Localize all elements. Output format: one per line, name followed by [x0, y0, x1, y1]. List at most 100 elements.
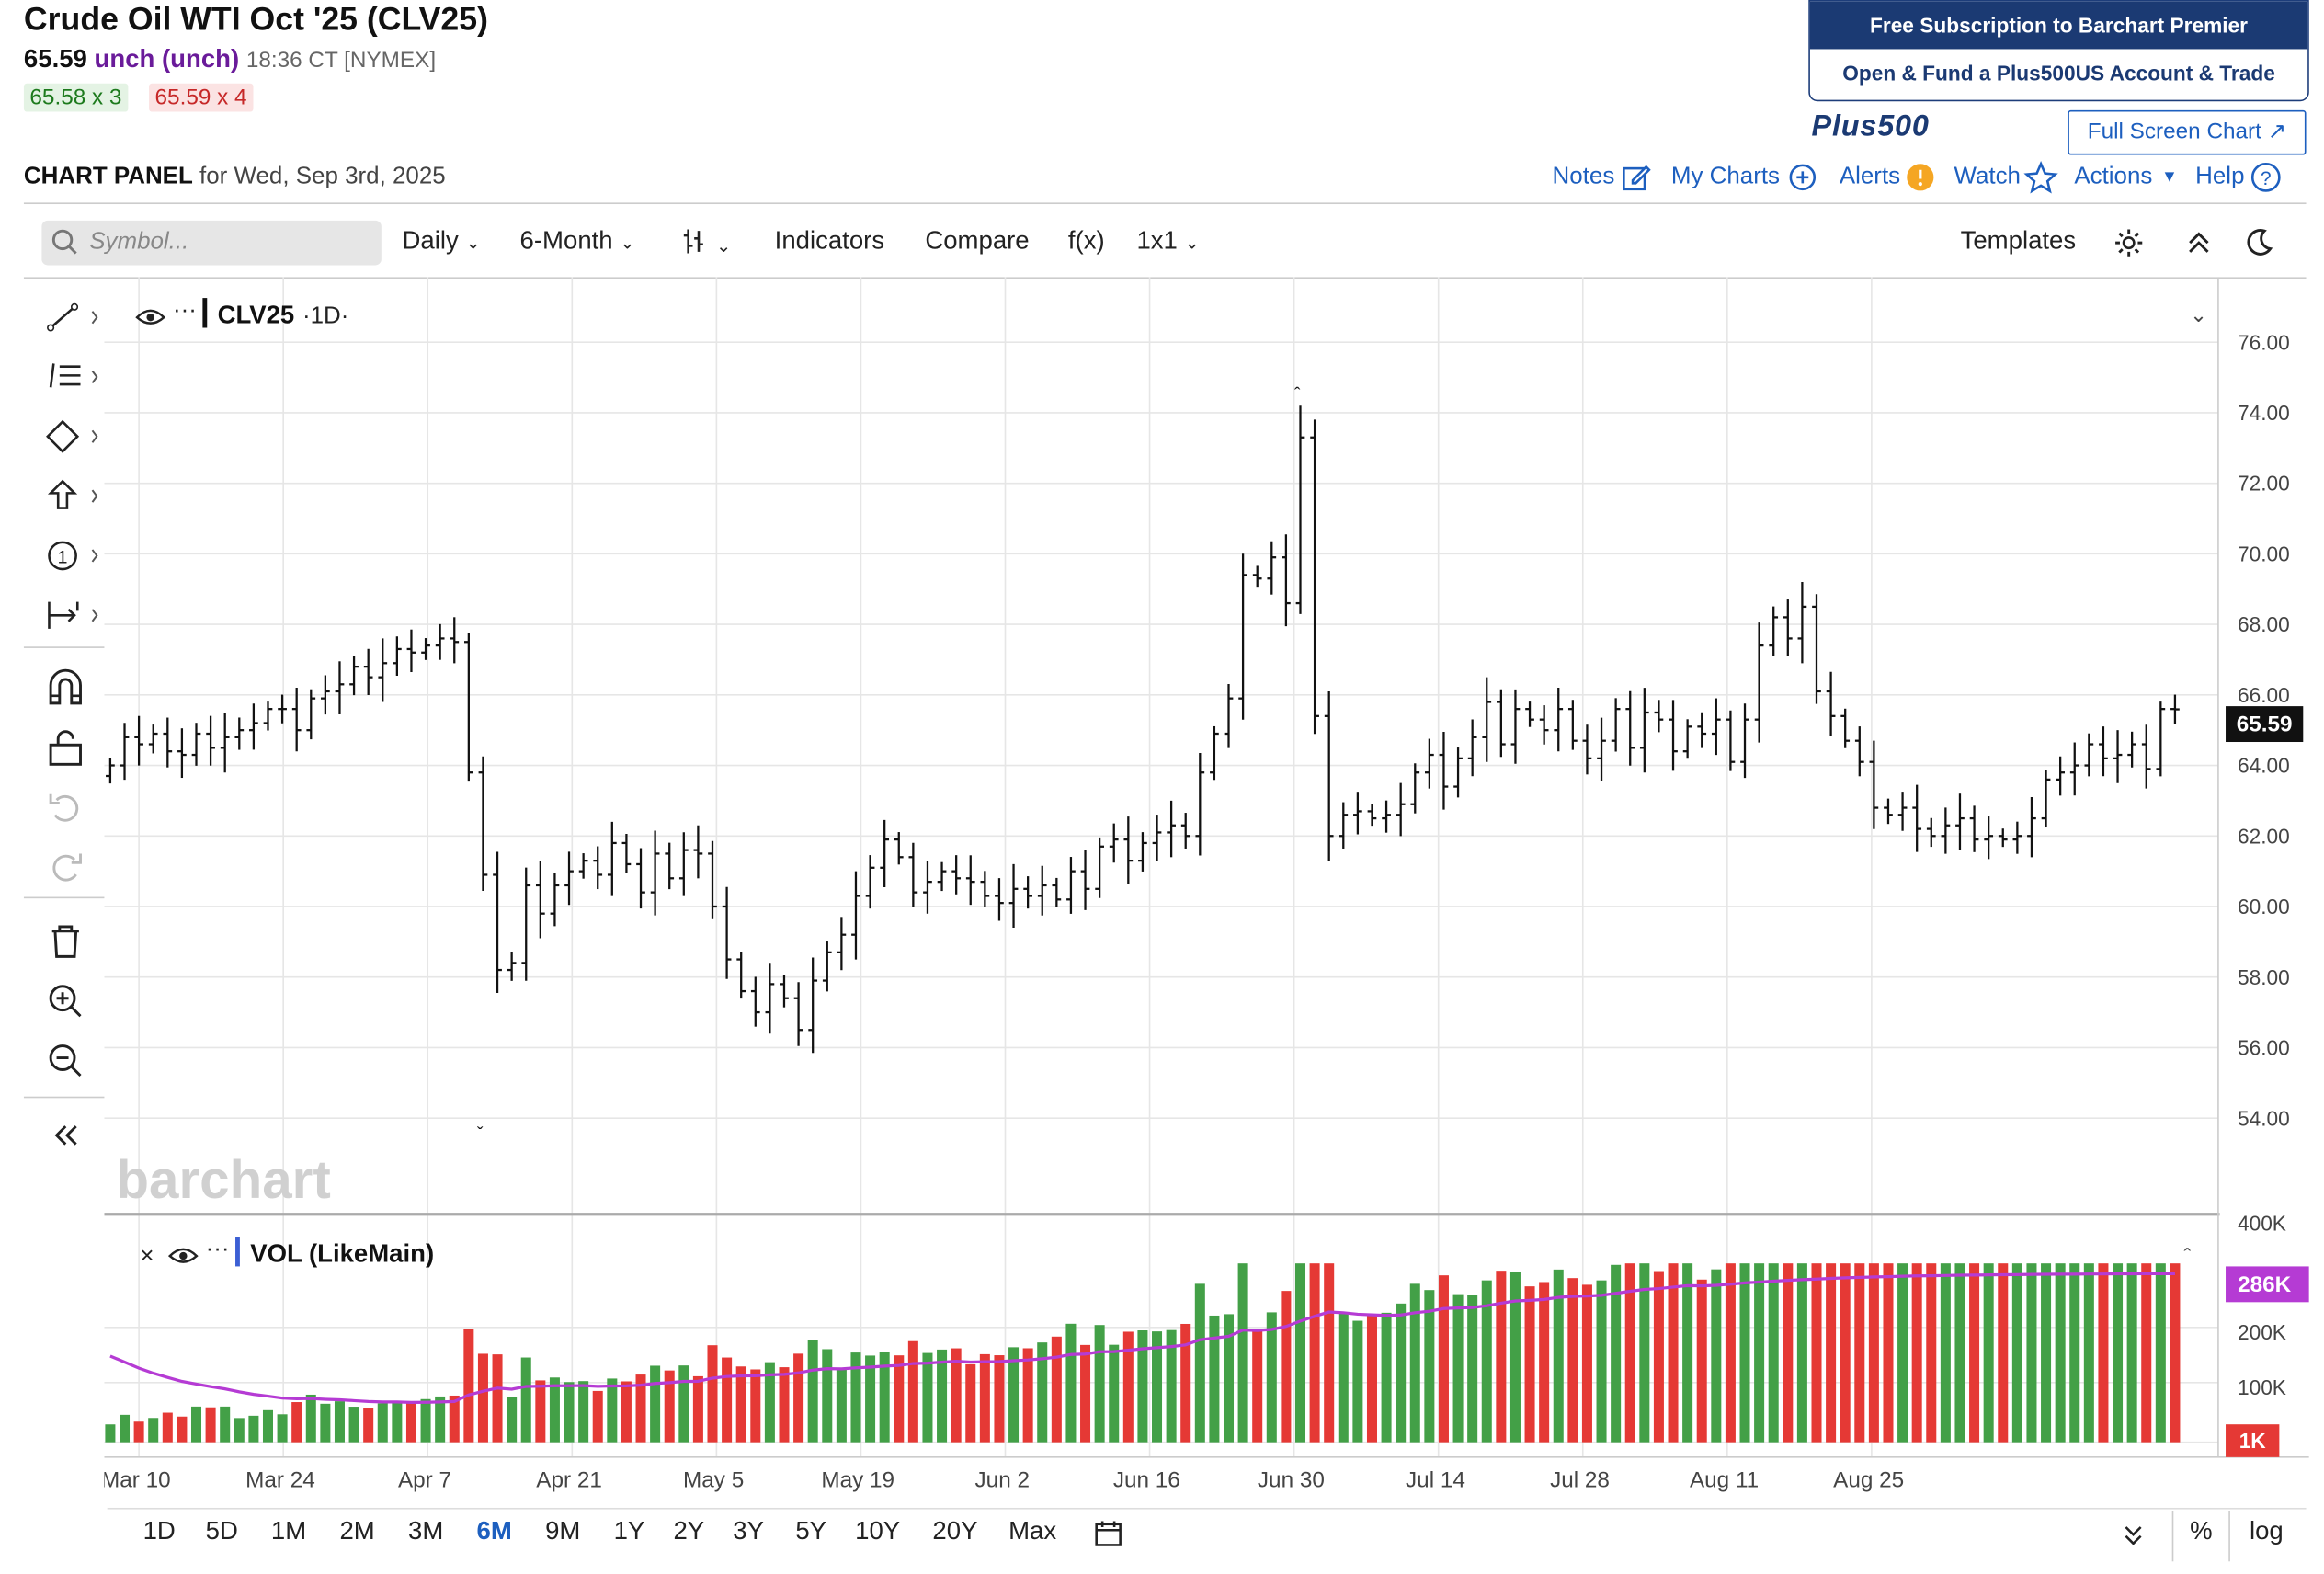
measure-tool-icon[interactable]	[45, 596, 105, 634]
header-divider	[23, 202, 2307, 205]
close-pane-icon[interactable]: ×	[140, 1243, 154, 1269]
symbol-search-input[interactable]: Symbol...	[41, 220, 382, 266]
layout-dropdown[interactable]: 1x1 ⌄	[1136, 226, 1199, 256]
last-price-marker	[2226, 706, 2304, 743]
volume-bar	[1596, 1280, 1607, 1443]
collapse-up-icon[interactable]	[2184, 228, 2214, 257]
range-button-5y[interactable]: 5Y	[795, 1516, 827, 1545]
fibonacci-tool-icon[interactable]	[45, 358, 105, 396]
help-icon[interactable]: ?	[2248, 161, 2284, 194]
eye-icon[interactable]	[135, 309, 166, 325]
undo-icon[interactable]	[45, 787, 86, 828]
volume-bar	[1668, 1263, 1679, 1443]
volume-bar	[1840, 1263, 1851, 1443]
volume-bar	[148, 1418, 159, 1443]
volume-bar	[1611, 1264, 1622, 1443]
help-link[interactable]: Help	[2195, 164, 2245, 189]
indicators-button[interactable]: Indicators	[774, 226, 885, 256]
search-icon	[51, 229, 77, 255]
log-scale-toggle[interactable]: log	[2249, 1516, 2284, 1545]
expand-down-icon[interactable]	[2122, 1523, 2146, 1546]
volume-bar	[1553, 1269, 1564, 1443]
settings-gear-icon[interactable]	[2113, 226, 2146, 259]
range-button-2m[interactable]: 2M	[339, 1516, 375, 1545]
dark-mode-moon-icon[interactable]	[2242, 226, 2275, 259]
full-screen-chart-button[interactable]: Full Screen Chart ↗	[2068, 109, 2307, 155]
volume-bar	[2041, 1263, 2052, 1443]
promo-premier-link[interactable]: Free Subscription to Barchart Premier	[1809, 1, 2308, 50]
more-options-icon[interactable]: ···	[173, 297, 197, 323]
promo-box[interactable]: Free Subscription to Barchart Premier Op…	[1808, 0, 2309, 102]
alert-icon[interactable]	[1903, 163, 1936, 192]
watch-link[interactable]: Watch	[1954, 164, 2021, 189]
main-pane-collapse-icon[interactable]: ⌄	[2190, 302, 2207, 326]
price-tick-label: 70.00	[2238, 542, 2290, 565]
actions-link[interactable]: Actions	[2074, 164, 2153, 189]
interval-dropdown[interactable]: Daily ⌄	[403, 226, 481, 256]
price-line: 65.59 unch (unch) 18:36 CT [NYMEX]	[24, 45, 436, 74]
range-button-9m[interactable]: 9M	[545, 1516, 581, 1545]
range-button-20y[interactable]: 20Y	[932, 1516, 978, 1545]
redo-icon[interactable]	[45, 846, 86, 887]
edit-icon[interactable]	[1621, 163, 1654, 192]
templates-button[interactable]: Templates	[1960, 226, 2077, 256]
magnet-icon[interactable]	[45, 667, 86, 709]
shape-tool-icon[interactable]	[45, 417, 105, 456]
volume-bar	[1409, 1283, 1420, 1443]
volume-bar	[922, 1352, 933, 1443]
my-charts-link[interactable]: My Charts	[1670, 164, 1781, 189]
eye-icon[interactable]	[167, 1248, 199, 1263]
zoom-in-icon[interactable]	[45, 980, 86, 1021]
range-button-10y[interactable]: 10Y	[855, 1516, 901, 1545]
plus-circle-icon[interactable]	[1785, 163, 1818, 192]
collapse-toolbar-icon[interactable]	[48, 1117, 84, 1153]
numbered-annotation-icon[interactable]: 1	[45, 536, 105, 575]
volume-bar	[1481, 1280, 1492, 1443]
volume-bar	[722, 1357, 733, 1443]
volume-bar	[377, 1403, 388, 1443]
range-button-1d[interactable]: 1D	[142, 1516, 176, 1545]
volume-ma-marker	[2226, 1266, 2309, 1303]
volume-bar	[1998, 1263, 2009, 1443]
date-tick-label: Jul 28	[1550, 1467, 1610, 1492]
zoom-out-icon[interactable]	[45, 1040, 86, 1081]
range-button-2y[interactable]: 2Y	[673, 1516, 705, 1545]
volume-bar	[120, 1414, 131, 1443]
arrow-tool-icon[interactable]	[45, 477, 105, 516]
caret-down-icon[interactable]: ▼	[2161, 168, 2178, 187]
volume-bar	[1983, 1263, 1994, 1443]
volume-bar	[1911, 1263, 1922, 1443]
volume-bar	[1539, 1282, 1550, 1443]
line-tool-icon[interactable]	[45, 298, 105, 336]
price-chart[interactable]: 54.00 56.00 58.00 60.00 62.00 64.00 66.00 68.00…	[104, 277, 2309, 1508]
star-icon[interactable]	[2023, 161, 2059, 194]
calendar-icon[interactable]	[1093, 1518, 1122, 1547]
more-options-icon[interactable]: ···	[206, 1236, 230, 1261]
range-button-1m[interactable]: 1M	[270, 1516, 307, 1545]
volume-bar	[937, 1349, 948, 1443]
last-price: 65.59	[23, 44, 87, 74]
bar-type-dropdown[interactable]: ⌄	[679, 226, 731, 259]
range-button-3y[interactable]: 3Y	[733, 1516, 764, 1545]
plus500-logo[interactable]: Plus500	[1811, 109, 1930, 143]
range-button-3m[interactable]: 3M	[408, 1516, 444, 1545]
promo-plus500-link[interactable]: Open & Fund a Plus500US Account & Trade	[1809, 49, 2308, 100]
main-symbol-label: CLV25	[218, 301, 295, 329]
range-button-6m[interactable]: 6M	[476, 1516, 512, 1545]
volume-bar	[1051, 1336, 1062, 1443]
percent-scale-toggle[interactable]: %	[2190, 1516, 2213, 1545]
unlock-icon[interactable]	[45, 727, 86, 769]
alerts-link[interactable]: Alerts	[1839, 164, 1901, 189]
volume-bar	[1768, 1263, 1779, 1443]
volume-pane-expand-icon[interactable]: ˆ	[2184, 1244, 2192, 1268]
trash-icon[interactable]	[45, 920, 86, 962]
range-button-1y[interactable]: 1Y	[613, 1516, 645, 1545]
function-button[interactable]: f(x)	[1067, 226, 1105, 256]
chevron-down-icon: ⌄	[716, 235, 732, 257]
volume-bar	[2083, 1263, 2094, 1443]
compare-button[interactable]: Compare	[925, 226, 1030, 256]
range-button-5d[interactable]: 5D	[205, 1516, 238, 1545]
range-button-max[interactable]: Max	[1008, 1516, 1057, 1545]
range-dropdown[interactable]: 6-Month ⌄	[520, 226, 635, 256]
notes-link[interactable]: Notes	[1552, 164, 1615, 189]
